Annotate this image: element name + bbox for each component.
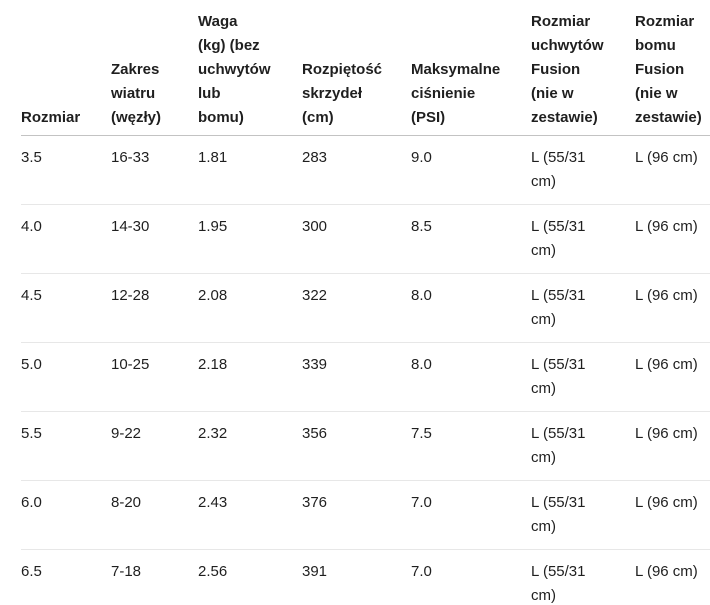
table-cell: L (96 cm): [635, 342, 710, 412]
table-row: 4.0 14-30 1.95 300 8.5 L (55/31 cm) L (96 cm): [21, 204, 710, 274]
table-cell: 7.5: [411, 411, 531, 481]
table-cell: 300: [302, 204, 411, 274]
table-cell: L (55/31 cm): [531, 135, 635, 205]
table-cell: 356: [302, 411, 411, 481]
table-cell: 9.0: [411, 135, 531, 205]
table-cell: 283: [302, 135, 411, 205]
table-cell: L (55/31 cm): [531, 342, 635, 412]
table-cell: 391: [302, 549, 411, 605]
table-cell: 3.5: [21, 135, 111, 205]
table-cell: 4.5: [21, 273, 111, 343]
table-cell: 2.08: [198, 273, 302, 343]
table-cell: 8.0: [411, 273, 531, 343]
table-row: 6.5 7-18 2.56 391 7.0 L (55/31 cm) L (96 cm): [21, 549, 710, 605]
table-cell: 339: [302, 342, 411, 412]
table-cell: 376: [302, 480, 411, 550]
table-cell: 2.43: [198, 480, 302, 550]
table-row: 6.0 8-20 2.43 376 7.0 L (55/31 cm) L (96 cm): [21, 480, 710, 550]
header-cell-zakres-wiatru: Zakres wiatru (węzły): [111, 0, 198, 136]
table-cell: L (55/31 cm): [531, 273, 635, 343]
table-cell: L (96 cm): [635, 480, 710, 550]
table-cell: 12-28: [111, 273, 198, 343]
table-cell: 14-30: [111, 204, 198, 274]
header-row: Rozmiar Zakres wiatru (węzły) Waga (kg) (b…: [21, 0, 710, 136]
table-cell: 9-22: [111, 411, 198, 481]
header-cell-rozpietosc: Rozpiętość skrzydeł (cm): [302, 0, 411, 136]
table-cell: 8.5: [411, 204, 531, 274]
table-cell: L (55/31 cm): [531, 480, 635, 550]
table-cell: 1.81: [198, 135, 302, 205]
table-cell: 6.5: [21, 549, 111, 605]
table-cell: L (96 cm): [635, 411, 710, 481]
spec-table: Rozmiar Zakres wiatru (węzły) Waga (kg) (b…: [21, 0, 710, 605]
table-row: 5.0 10-25 2.18 339 8.0 L (55/31 cm) L (96 cm): [21, 342, 710, 412]
table-cell: 5.0: [21, 342, 111, 412]
table-body: 3.5 16-33 1.81 283 9.0 L (55/31 cm) L (96 cm) 4…: [21, 135, 710, 605]
table-cell: L (55/31 cm): [531, 411, 635, 481]
table-cell: L (55/31 cm): [531, 204, 635, 274]
table-header: Rozmiar Zakres wiatru (węzły) Waga (kg) (b…: [21, 0, 710, 136]
table-cell: 16-33: [111, 135, 198, 205]
table-cell: 7.0: [411, 480, 531, 550]
table-cell: 5.5: [21, 411, 111, 481]
table-cell: L (96 cm): [635, 549, 710, 605]
table-row: 3.5 16-33 1.81 283 9.0 L (55/31 cm) L (96 cm): [21, 135, 710, 205]
header-cell-maks-cisnienie: Maksymalne ciśnienie (PSI): [411, 0, 531, 136]
table-cell: 2.18: [198, 342, 302, 412]
table-cell: L (55/31 cm): [531, 549, 635, 605]
table-cell: L (96 cm): [635, 204, 710, 274]
table-cell: 6.0: [21, 480, 111, 550]
table-cell: 8.0: [411, 342, 531, 412]
table-cell: 2.56: [198, 549, 302, 605]
table-cell: L (96 cm): [635, 135, 710, 205]
table-cell: 4.0: [21, 204, 111, 274]
table-cell: 7.0: [411, 549, 531, 605]
header-cell-rozmiar-uchwytow: Rozmiar uchwytów Fusion (nie w zestawie): [531, 0, 635, 136]
header-cell-rozmiar-bomu: Rozmiar bomu Fusion (nie w zestawie): [635, 0, 710, 136]
table-cell: 2.32: [198, 411, 302, 481]
table-cell: 10-25: [111, 342, 198, 412]
table-row: 4.5 12-28 2.08 322 8.0 L (55/31 cm) L (96 cm): [21, 273, 710, 343]
table-cell: 7-18: [111, 549, 198, 605]
header-cell-rozmiar: Rozmiar: [21, 0, 111, 136]
table-cell: L (96 cm): [635, 273, 710, 343]
table-cell: 1.95: [198, 204, 302, 274]
table-cell: 8-20: [111, 480, 198, 550]
table-row: 5.5 9-22 2.32 356 7.5 L (55/31 cm) L (96 cm): [21, 411, 710, 481]
header-cell-waga: Waga (kg) (bez uchwytów lub bomu): [198, 0, 302, 136]
table-cell: 322: [302, 273, 411, 343]
